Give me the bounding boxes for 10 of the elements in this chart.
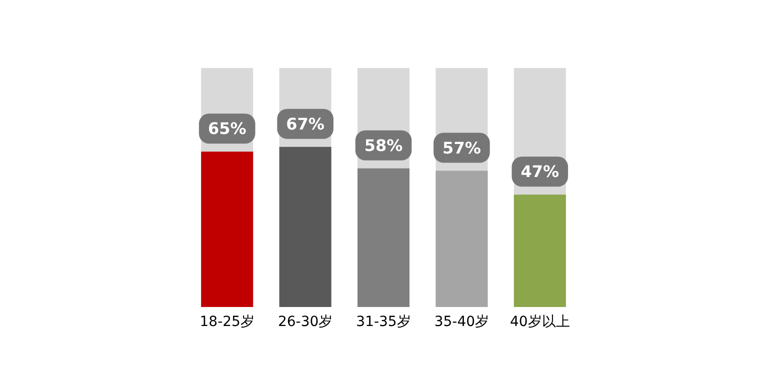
data-label: 65% [208,119,246,138]
data-label: 67% [286,114,324,134]
x-tick-label: 26-30岁 [278,314,333,330]
x-tick-label: 40岁以上 [510,314,570,330]
data-label: 57% [442,138,481,158]
data-label: 58% [364,136,403,155]
x-tick-label: 18-25岁 [200,314,254,330]
x-tick-label: 31-35岁 [356,314,411,330]
x-tick-label: 35-40岁 [434,314,490,330]
data-label: 47% [520,162,560,182]
